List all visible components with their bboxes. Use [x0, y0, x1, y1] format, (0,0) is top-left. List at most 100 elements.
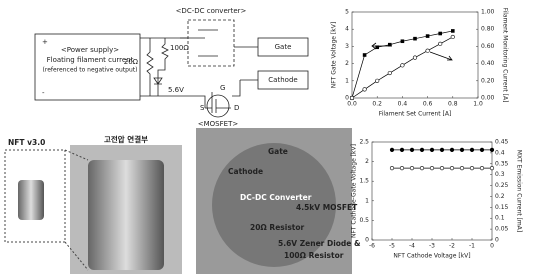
y-tick-label: 0: [365, 237, 369, 244]
marker: [362, 53, 367, 57]
y-axis-label: NFT Gate Voltage [kV]: [331, 22, 338, 88]
marker: [450, 34, 455, 40]
photo-zener: 5.6V Zener Diode &: [278, 239, 361, 248]
marker: [400, 39, 405, 44]
x-tick-label: 0.0: [347, 101, 357, 108]
marker: [400, 63, 405, 68]
minus: -: [42, 89, 45, 97]
marker: [409, 147, 415, 152]
marker: [479, 166, 485, 171]
marker: [479, 147, 485, 152]
cathode-label: Cathode: [268, 76, 297, 84]
marker: [412, 55, 418, 60]
d: D: [234, 104, 239, 112]
x-tick-label: 0.2: [372, 101, 382, 108]
y2-tick-label: 0.20: [481, 77, 495, 84]
y2-axis-label: MXT Emission Current [mA]: [516, 150, 523, 232]
y2-tick-label: 0: [495, 237, 499, 244]
mosfet-leads: [205, 92, 231, 113]
photo-gate: Gate: [268, 147, 288, 156]
marker: [389, 166, 395, 171]
marker: [419, 147, 425, 152]
marker: [419, 166, 425, 171]
marker: [439, 166, 445, 171]
marker: [409, 166, 415, 171]
marker: [388, 42, 392, 47]
y-tick-label: 1.5: [359, 178, 369, 185]
supply-line: (referenced to negative output): [43, 67, 138, 74]
y-tick-label: 3: [345, 43, 349, 50]
y2-tick-label: 0.15: [495, 204, 509, 211]
marker: [459, 166, 465, 171]
arrow: [371, 42, 453, 61]
r2: 100Ω: [170, 44, 189, 52]
marker: [438, 31, 442, 36]
marker: [469, 166, 475, 171]
plot-frame: [351, 11, 479, 99]
nft-box: [4, 149, 66, 243]
plot-frame: [371, 141, 493, 241]
marker: [387, 70, 392, 76]
series-line: [351, 36, 453, 99]
wires: [180, 29, 258, 97]
y2-tick-label: 0.05: [495, 226, 509, 233]
hv-label: 고전압 연결부: [104, 134, 148, 144]
photo-dcdc: DC-DC Converter: [240, 193, 312, 202]
marker: [429, 166, 435, 171]
y-tick-label: 4: [345, 26, 349, 33]
x-tick-label: -2: [449, 243, 455, 250]
marker: [389, 147, 395, 152]
x-tick-label: -1: [469, 243, 475, 250]
y-tick-label: 2.5: [359, 139, 369, 146]
nft-label: NFT v3.0: [8, 138, 45, 147]
x-tick-label: -5: [389, 243, 395, 250]
photo-mosfet: 4.5kV MOSFET: [296, 203, 358, 212]
gate-label: Gate: [275, 43, 292, 51]
cathode-box: [257, 70, 309, 90]
x-tick-label: 0.4: [398, 101, 408, 108]
y-tick-label: 2: [345, 60, 349, 67]
y-tick-label: 5: [345, 9, 349, 16]
y2-tick-label: 0.00: [481, 95, 495, 102]
y2-tick-label: 0.3: [495, 171, 505, 178]
marker: [469, 147, 475, 152]
y-axis-label: NFT Cathode-Gate Voltage [kV]: [351, 144, 358, 238]
marker: [362, 87, 367, 92]
x-tick-label: -3: [429, 243, 435, 250]
y2-tick-label: 0.60: [481, 43, 495, 50]
y2-tick-label: 0.35: [495, 160, 509, 167]
marker: [449, 147, 455, 152]
y2-tick-label: 0.80: [481, 26, 495, 33]
mosfet-label: <MOSFET>: [198, 120, 239, 128]
x-tick-label: 0: [490, 243, 494, 250]
x-tick-label: 0.6: [423, 101, 433, 108]
photos: NFT v3.0 고전압 연결부 Gate Cathode DC-DC Conv…: [4, 128, 361, 274]
photo-resistor: 20Ω Resistor: [250, 223, 305, 232]
mosfet-symbol: [206, 94, 230, 118]
marker: [449, 166, 455, 171]
x-tick-label: -4: [409, 243, 415, 250]
photo-zener: 100Ω Resistor: [284, 251, 344, 260]
x-axis-label: NFT Cathode Voltage [kV]: [393, 253, 470, 260]
zener: 5.6V: [168, 86, 184, 94]
y-tick-label: 2: [365, 158, 369, 165]
marker: [375, 45, 379, 50]
wires: [140, 37, 206, 108]
r1: 20Ω: [124, 58, 139, 66]
marker: [438, 41, 443, 46]
marker: [425, 48, 430, 53]
marker: [439, 147, 445, 152]
marker: [399, 166, 405, 171]
marker: [349, 95, 355, 101]
dcdc-box: [187, 19, 235, 67]
s: S: [200, 104, 205, 112]
y-tick-label: 0: [345, 95, 349, 102]
connector-cylinder: [88, 160, 164, 270]
supply-line: Floating filament current: [47, 56, 134, 64]
y2-tick-label: 0.40: [481, 60, 495, 67]
y2-tick-label: 0.45: [495, 139, 509, 146]
g: G: [220, 84, 225, 92]
marker: [459, 147, 465, 152]
marker: [399, 147, 405, 152]
photo-cathode: Cathode: [228, 167, 263, 176]
